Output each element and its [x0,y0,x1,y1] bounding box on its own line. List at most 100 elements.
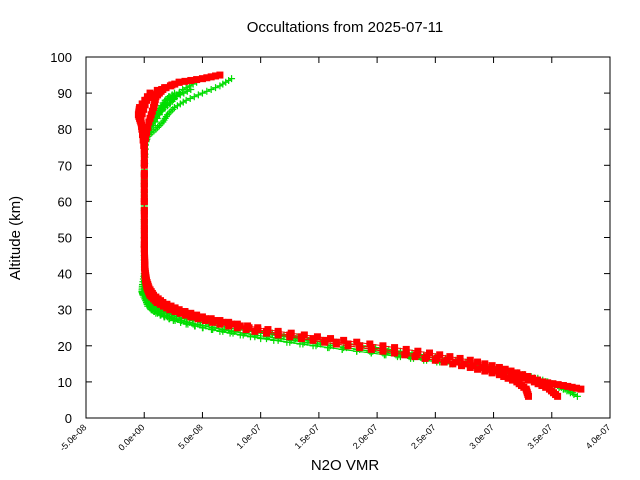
data-point [171,80,179,88]
data-point [182,96,190,104]
data-point [338,345,346,353]
data-point [228,75,236,83]
data-point [140,225,148,233]
data-point [327,335,335,343]
data-point [212,84,220,92]
data-point [187,313,195,321]
data-point [519,371,527,379]
x-tick-label: -5.0e-08 [58,422,89,453]
data-point [466,363,474,371]
data-point [140,245,148,253]
data-point [542,383,550,391]
data-point [577,385,585,393]
data-point [187,76,195,84]
data-point [508,376,516,384]
y-tick-label: 60 [58,194,72,209]
data-point [170,89,178,97]
data-point [500,372,508,380]
data-point [229,329,237,337]
data-point [488,369,496,377]
data-point [545,385,553,393]
data-point [431,356,439,364]
data-point [568,383,576,391]
data-point [198,89,206,97]
data-point [513,369,521,377]
data-point [141,259,149,267]
y-axis-title: Altitude (km) [7,196,24,280]
series-0 [138,75,581,400]
data-point [504,374,512,382]
y-tick-label: 50 [58,231,72,246]
data-point [513,378,521,386]
y-tick-label: 90 [58,86,72,101]
y-tick-label: 30 [58,303,72,318]
y-axis: 0 10 20 30 40 50 60 70 80 90 100 [50,50,610,426]
data-point [474,365,482,373]
data-point [182,311,190,319]
data-point [495,363,503,371]
data-point [141,254,149,262]
data-point [216,320,224,328]
y-tick-label: 10 [58,375,72,390]
data-point [353,338,361,346]
data-point [344,342,352,350]
plot-frame [85,56,611,419]
data-point [401,351,409,359]
x-tick-label: 1.5e-07 [293,422,322,451]
data-point [140,159,148,167]
data-point [436,351,444,359]
data-point [190,93,198,101]
data-point [225,322,233,330]
x-tick-label: 5.0e-08 [176,422,205,451]
data-point [495,371,503,379]
data-point [140,179,148,187]
data-point [233,324,241,332]
data-point [209,318,217,326]
data-point [147,111,155,119]
data-point [286,333,294,341]
y-tick-label: 20 [58,339,72,354]
data-point [513,372,521,380]
data-point [274,331,282,339]
data-point [391,349,399,357]
data-point [534,380,542,388]
y-tick-label: 80 [58,122,72,137]
data-point [140,210,148,218]
data-point [216,71,224,79]
x-tick-label: 1.0e-07 [234,422,263,451]
data-point [159,85,167,93]
data-point [207,85,215,93]
x-tick-label: 2.5e-07 [409,422,438,451]
data-point [140,169,148,177]
data-point [148,107,156,115]
data-point [524,376,532,384]
data-point [356,344,364,352]
data-point [538,378,546,386]
data-point [212,72,220,80]
data-point [138,110,146,118]
data-point [140,250,148,258]
data-point [492,367,500,375]
data-point [446,353,454,361]
data-point [414,347,422,355]
data-point [169,317,177,325]
data-point [191,322,199,330]
data-point [501,365,509,373]
data-point [325,344,333,352]
x-axis-title: N2O VMR [311,457,380,474]
data-point [332,340,340,348]
series-1 [134,71,585,400]
data-point [141,101,149,109]
data-point [549,380,557,388]
data-point [161,313,169,321]
data-point [137,114,145,122]
data-point [145,118,153,126]
data-point [165,93,173,101]
data-point [481,360,489,368]
data-point [440,358,448,366]
data-point [140,241,148,249]
data-point [140,150,148,158]
data-point [136,104,144,112]
data-point [559,382,567,390]
data-point [144,123,152,131]
